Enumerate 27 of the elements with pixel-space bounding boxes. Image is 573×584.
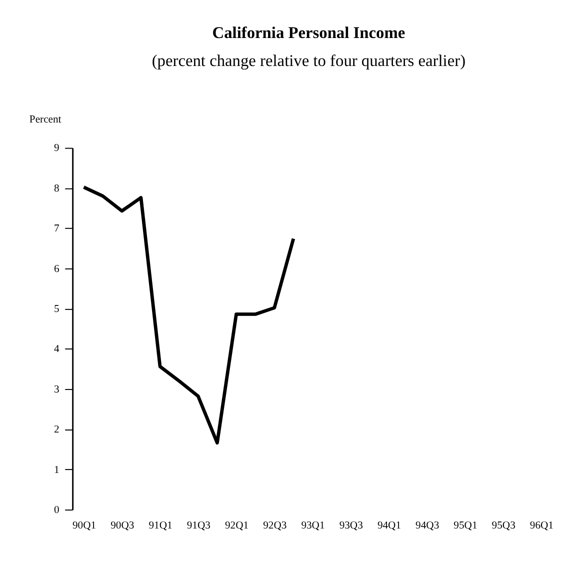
- y-axis-title: Percent: [29, 114, 62, 126]
- y-tick-label: 1: [54, 464, 60, 476]
- y-tick-label: 3: [54, 384, 60, 396]
- y-tick-label: 7: [54, 224, 60, 235]
- y-tick-label: 8: [54, 183, 60, 194]
- x-tick-label: 95Q1: [454, 520, 478, 532]
- y-tick-label: 4: [54, 344, 60, 356]
- y-tick-label: 9: [54, 143, 60, 154]
- y-tick-label: 5: [54, 304, 60, 315]
- y-tick-label: 6: [54, 264, 60, 275]
- x-tick-label: 95Q3: [492, 520, 516, 532]
- x-tick-label: 93Q3: [339, 520, 363, 532]
- x-tick-label: 92Q3: [263, 520, 287, 532]
- y-tick-label: 0: [54, 504, 60, 516]
- chart-subtitle: (percent change relative to four quarters earlier): [152, 50, 466, 70]
- x-tick-label: 91Q1: [148, 520, 172, 532]
- x-tick-label: 94Q1: [377, 520, 402, 532]
- x-tick-label: 96Q1: [530, 520, 554, 532]
- chart-title: California Personal Income: [212, 22, 406, 42]
- x-tick-label: 91Q3: [186, 520, 210, 532]
- x-tick-label: 93Q1: [301, 520, 325, 532]
- x-tick-label: 94Q3: [416, 520, 440, 532]
- y-tick-label: 2: [54, 424, 60, 436]
- x-tick-label: 92Q1: [224, 520, 249, 532]
- x-tick-label: 90Q1: [72, 520, 96, 532]
- line-series: [82, 186, 296, 445]
- x-tick-label: 90Q3: [110, 520, 134, 532]
